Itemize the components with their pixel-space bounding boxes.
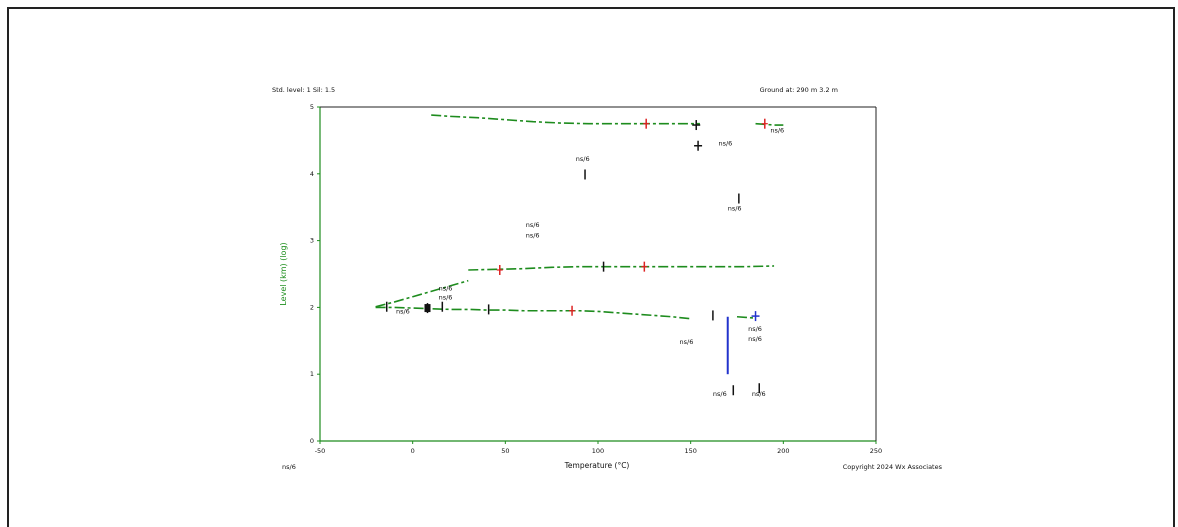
x-tick-label: 100	[592, 447, 604, 455]
annotation-label: ns/6	[680, 338, 694, 346]
black-square-marker	[424, 304, 431, 313]
annotation-label: ns/6	[576, 155, 590, 163]
x-tick-label: 250	[870, 447, 882, 455]
footer-right-text: Copyright 2024 Wx Associates	[843, 463, 943, 471]
annotation-label: ns/6	[526, 221, 540, 229]
annotation-label: ns/6	[439, 285, 453, 293]
header-left-text: Std. level: 1 Sil: 1.5	[272, 86, 335, 94]
x-tick-label: 0	[411, 447, 415, 455]
annotation-label: ns/6	[526, 231, 540, 239]
annotation-label: ns/6	[713, 390, 727, 398]
series-line-5	[375, 279, 469, 308]
annotation-label: ns/6	[748, 335, 762, 343]
y-tick-label: 0	[310, 437, 314, 445]
header-right-text: Ground at: 290 m 3.2 m	[760, 86, 838, 94]
annotation-label: ns/6	[752, 390, 766, 398]
annotation-label: ns/6	[728, 205, 742, 213]
annotation-label: ns/6	[748, 325, 762, 333]
x-tick-label: 200	[777, 447, 789, 455]
series-line-4	[375, 306, 691, 320]
y-tick-label: 4	[310, 170, 314, 178]
series-line-1	[431, 114, 700, 125]
annotation-label: ns/6	[439, 293, 453, 301]
y-tick-label: 1	[310, 370, 314, 378]
x-tick-label: 50	[501, 447, 509, 455]
x-tick-label: -50	[315, 447, 326, 455]
series-line-3	[468, 265, 775, 271]
series-line-6	[736, 315, 756, 319]
annotation-label: ns/6	[770, 126, 784, 134]
y-tick-label: 2	[310, 303, 314, 311]
x-tick-label: 150	[684, 447, 696, 455]
x-axis-label: Temperature (°C)	[564, 461, 630, 470]
window-frame	[7, 7, 1175, 527]
y-tick-label: 5	[310, 103, 314, 111]
y-axis-label: Level (km) (log)	[279, 242, 288, 305]
annotation-label: ns/6	[396, 307, 410, 315]
y-tick-label: 3	[310, 237, 314, 245]
series-line-2	[755, 122, 784, 126]
footer-left-text: ns/6	[282, 463, 296, 471]
annotation-label: ns/6	[718, 140, 732, 148]
